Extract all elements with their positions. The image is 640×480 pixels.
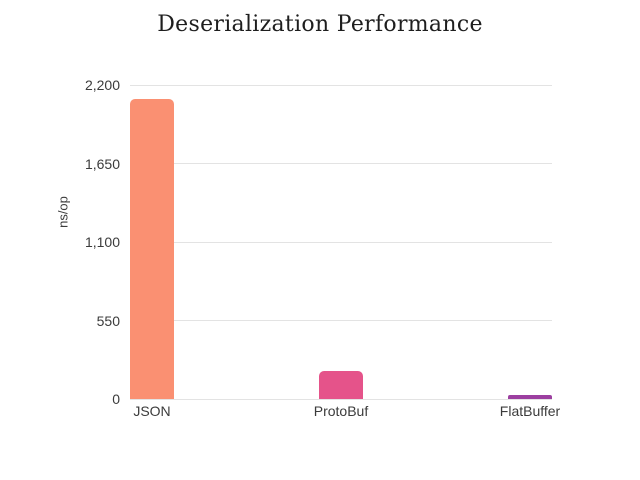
gridline: [130, 398, 552, 400]
category-label: FlatBuffer: [499, 403, 561, 419]
y-axis-ticks: 0 550 1,100 1,650 2,200: [0, 77, 120, 407]
category-label: JSON: [133, 403, 171, 419]
chart-title: Deserialization Performance: [157, 12, 483, 37]
gridline: [130, 163, 552, 164]
y-tick-label: 550: [96, 312, 120, 329]
bar-protobuf: [319, 371, 363, 399]
y-tick-label: 1,100: [84, 234, 120, 250]
gridline: [130, 320, 552, 321]
x-axis-labels: JSON ProtoBuf FlatBuffer: [130, 403, 560, 421]
plot-area: [130, 84, 552, 400]
y-tick-label: 1,650: [84, 155, 120, 172]
gridline: [130, 241, 552, 243]
y-tick-label: 0: [112, 391, 120, 407]
bar-json: [130, 99, 174, 399]
y-tick-label: 2,200: [84, 77, 120, 93]
category-label: ProtoBuf: [313, 403, 369, 419]
bar-flatbuffer: [508, 395, 552, 399]
gridline: [130, 84, 552, 86]
